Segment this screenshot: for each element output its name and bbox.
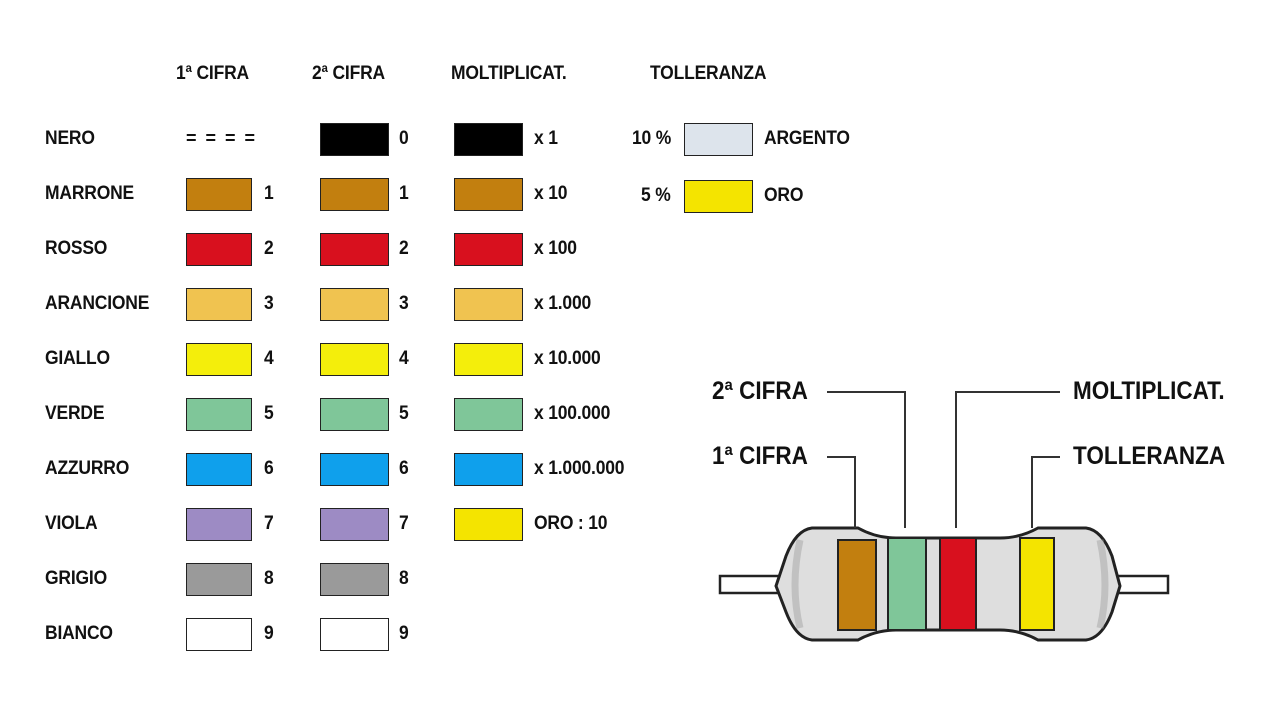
tolerance-value: 5 %	[641, 185, 671, 206]
color-name: MARRONE	[45, 183, 135, 204]
second-digit-swatch	[320, 618, 389, 651]
first-digit-value: 7	[264, 513, 274, 534]
second-digit-value: 6	[399, 458, 409, 479]
color-name: NERO	[45, 128, 95, 149]
tolerance-swatch	[684, 180, 753, 213]
label-multiplier: MOLTIPLICAT.	[1073, 377, 1225, 405]
first-digit-swatch	[186, 233, 252, 266]
multiplier-swatch	[454, 508, 523, 541]
first-digit-value: 4	[264, 348, 274, 369]
second-digit-value: 7	[399, 513, 409, 534]
multiplier-swatch	[454, 398, 523, 431]
second-digit-swatch	[320, 233, 389, 266]
color-name: VIOLA	[45, 513, 98, 534]
color-name: BIANCO	[45, 623, 113, 644]
resistor-band-tolerance	[1019, 537, 1055, 631]
first-digit-value: 9	[264, 623, 274, 644]
color-name: ARANCIONE	[45, 293, 150, 314]
resistor-lead-left	[718, 574, 782, 595]
label-first-digit: 1ª CIFRA	[712, 442, 808, 470]
multiplier-swatch	[454, 288, 523, 321]
leader-line-multiplier	[955, 391, 1060, 528]
tolerance-value: 10 %	[632, 128, 672, 149]
color-name: VERDE	[45, 403, 105, 424]
tolerance-color-name: ARGENTO	[764, 128, 850, 149]
second-digit-swatch	[320, 398, 389, 431]
multiplier-value: x 1.000	[534, 293, 592, 314]
second-digit-value: 4	[399, 348, 409, 369]
first-digit-swatch	[186, 398, 252, 431]
first-digit-value: 3	[264, 293, 274, 314]
second-digit-value: 8	[399, 568, 409, 589]
header-second-digit: 2ª CIFRA	[312, 63, 385, 84]
multiplier-value: x 1	[534, 128, 558, 149]
multiplier-swatch	[454, 178, 523, 211]
multiplier-swatch	[454, 123, 523, 156]
color-name: GRIGIO	[45, 568, 108, 589]
first-digit-swatch	[186, 618, 252, 651]
resistor-band-second-digit	[887, 537, 927, 631]
first-digit-swatch	[186, 343, 252, 376]
multiplier-value: x 10.000	[534, 348, 601, 369]
second-digit-swatch	[320, 343, 389, 376]
first-digit-swatch	[186, 508, 252, 541]
multiplier-swatch	[454, 453, 523, 486]
second-digit-swatch	[320, 288, 389, 321]
second-digit-swatch	[320, 123, 389, 156]
first-digit-value: 6	[264, 458, 274, 479]
leader-line-second-digit	[827, 391, 906, 528]
first-digit-swatch	[186, 288, 252, 321]
first-digit-swatch	[186, 453, 252, 486]
first-digit-value: 1	[264, 183, 274, 204]
multiplier-value: ORO : 10	[534, 513, 608, 534]
second-digit-swatch	[320, 563, 389, 596]
multiplier-value: x 100.000	[534, 403, 611, 424]
multiplier-swatch	[454, 343, 523, 376]
second-digit-value: 3	[399, 293, 409, 314]
second-digit-swatch	[320, 178, 389, 211]
second-digit-value: 0	[399, 128, 409, 149]
color-name: ROSSO	[45, 238, 108, 259]
resistor-shade-left	[791, 539, 804, 629]
first-digit-value: 8	[264, 568, 274, 589]
resistor-band-first-digit	[837, 539, 877, 631]
second-digit-value: 1	[399, 183, 409, 204]
multiplier-value: x 1.000.000	[534, 458, 625, 479]
first-digit-value: 2	[264, 238, 274, 259]
multiplier-swatch	[454, 233, 523, 266]
header-tolerance: TOLLERANZA	[650, 63, 767, 84]
second-digit-value: 5	[399, 403, 409, 424]
tolerance-swatch	[684, 123, 753, 156]
tolerance-color-name: ORO	[764, 185, 804, 206]
label-tolerance: TOLLERANZA	[1073, 442, 1226, 470]
second-digit-swatch	[320, 508, 389, 541]
second-digit-swatch	[320, 453, 389, 486]
leader-line-first-digit	[827, 456, 856, 528]
color-name: AZZURRO	[45, 458, 130, 479]
second-digit-value: 9	[399, 623, 409, 644]
multiplier-value: x 100	[534, 238, 577, 259]
first-digit-swatch	[186, 178, 252, 211]
header-multiplier: MOLTIPLICAT.	[451, 63, 567, 84]
resistor-band-multiplier	[939, 537, 977, 631]
first-digit-value: 5	[264, 403, 274, 424]
second-digit-value: 2	[399, 238, 409, 259]
multiplier-value: x 10	[534, 183, 568, 204]
first-digit-none: = = = =	[186, 128, 258, 148]
header-first-digit: 1ª CIFRA	[176, 63, 249, 84]
color-name: GIALLO	[45, 348, 110, 369]
resistor-shade-right	[1096, 539, 1109, 629]
label-second-digit: 2ª CIFRA	[712, 377, 808, 405]
leader-line-tolerance	[1031, 456, 1060, 528]
first-digit-swatch	[186, 563, 252, 596]
